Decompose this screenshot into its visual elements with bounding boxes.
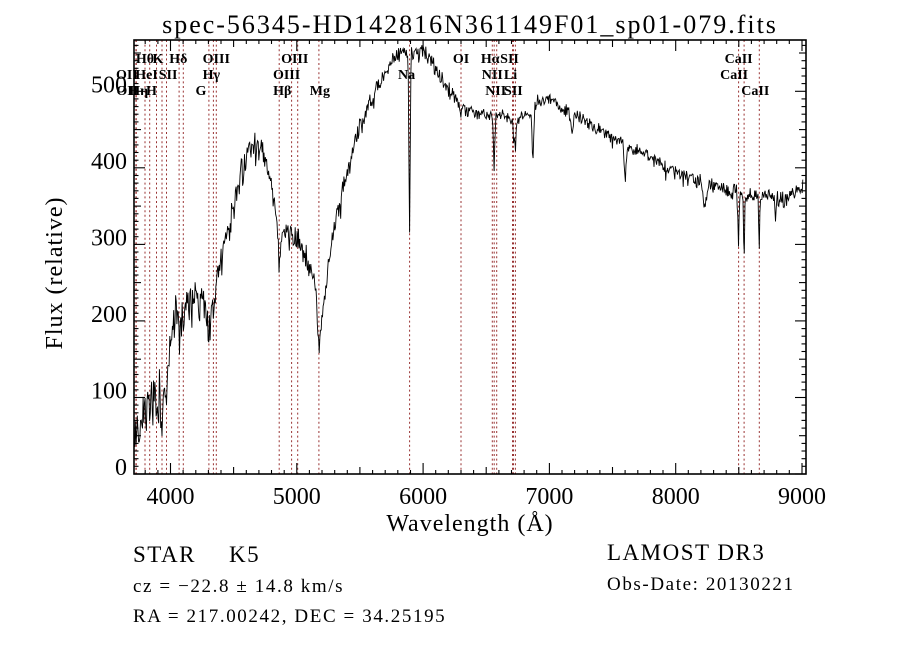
- y-tick-label: 300: [91, 225, 127, 251]
- line-marker-label: SII: [504, 84, 523, 99]
- line-marker-label: CaII: [725, 52, 753, 67]
- line-marker-label: CaII: [741, 84, 769, 99]
- y-axis-title: Flux (relative): [42, 197, 68, 350]
- line-marker-label: G: [195, 84, 206, 99]
- spectrum-trace: [133, 45, 804, 448]
- line-marker-label: OIII: [273, 68, 300, 83]
- x-tick-label: 7000: [525, 484, 573, 510]
- x-tick-label: 8000: [652, 484, 700, 510]
- obs-date-line: Obs-Date: 20130221: [607, 574, 795, 595]
- line-marker-label: Hδ: [169, 52, 187, 67]
- line-marker-label: OIII: [203, 52, 230, 67]
- plot-border: [133, 39, 807, 475]
- line-marker-label: OIII: [281, 52, 308, 67]
- object-subclass-label: K5: [229, 542, 260, 567]
- line-marker-label: H: [146, 84, 157, 99]
- line-marker-label: Mg: [310, 84, 330, 99]
- y-tick-label: 500: [91, 72, 127, 98]
- y-tick-label: 200: [91, 302, 127, 328]
- line-marker-label: OII: [116, 84, 138, 99]
- ra-dec-line: RA = 217.00242, DEC = 34.25195: [133, 606, 446, 627]
- line-marker-label: Hθ: [136, 52, 154, 67]
- line-marker-label: Hα: [481, 52, 500, 67]
- line-marker-label: Hβ: [273, 84, 291, 99]
- line-marker-label: NII: [482, 68, 503, 83]
- line-marker-label: K: [153, 52, 164, 67]
- line-marker-label: HeI: [135, 68, 158, 83]
- line-marker-label: Hη: [129, 84, 148, 99]
- y-tick-label: 100: [91, 379, 127, 405]
- x-axis-title: Wavelength (Å): [386, 511, 553, 537]
- line-marker-label: OII: [116, 68, 138, 83]
- x-tick-label: 6000: [399, 484, 447, 510]
- line-marker-label: SII: [500, 52, 519, 67]
- line-marker-label: Hγ: [203, 68, 221, 83]
- x-tick-label: 5000: [273, 484, 321, 510]
- plot-area: 4000 5000 6000 7000 8000 9000 0 100 200 300 400 500…: [91, 39, 826, 510]
- y-tick-label: 0: [115, 455, 127, 481]
- line-marker-label: Na: [398, 68, 415, 83]
- y-tick-label: 400: [91, 149, 127, 175]
- line-marker-label: Li: [504, 68, 517, 83]
- x-tick-label: 9000: [778, 484, 826, 510]
- line-marker-label: OI: [453, 52, 469, 67]
- line-marker-label: CaII: [720, 68, 748, 83]
- line-marker-label: NII: [485, 84, 506, 99]
- line-marker-label: SII: [159, 68, 178, 83]
- x-tick-label: 4000: [147, 484, 195, 510]
- cz-value-line: cz = −22.8 ± 14.8 km/s: [133, 576, 344, 597]
- survey-label: LAMOST DR3: [607, 540, 765, 565]
- object-class-label: STAR: [133, 542, 196, 567]
- chart-title: spec-56345-HD142816N361149F01_sp01-079.f…: [162, 10, 778, 39]
